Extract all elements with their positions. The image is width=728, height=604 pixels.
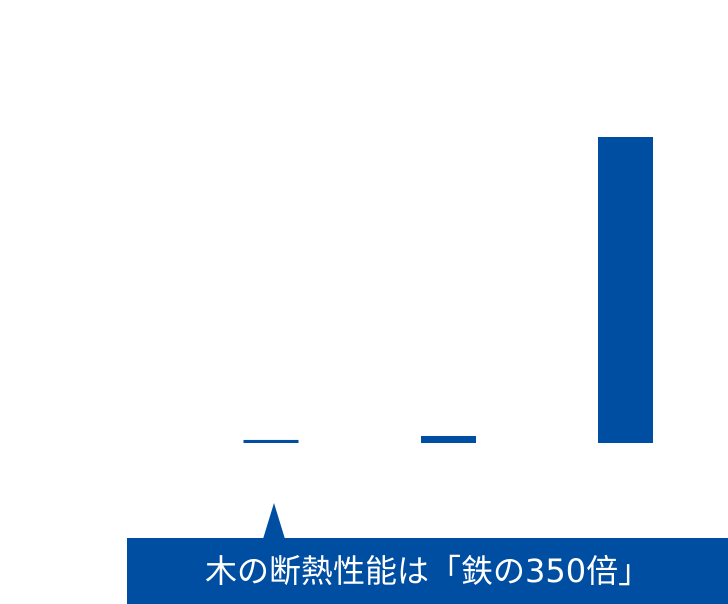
bar-2 [421, 435, 476, 443]
bar-3 [598, 137, 653, 443]
bars-group [243, 137, 653, 443]
bar-1 [243, 439, 299, 443]
callout-text: 木の断熱性能は「鉄の350倍」 [205, 552, 651, 590]
callout-box [127, 538, 728, 604]
callout-pointer [263, 503, 285, 539]
